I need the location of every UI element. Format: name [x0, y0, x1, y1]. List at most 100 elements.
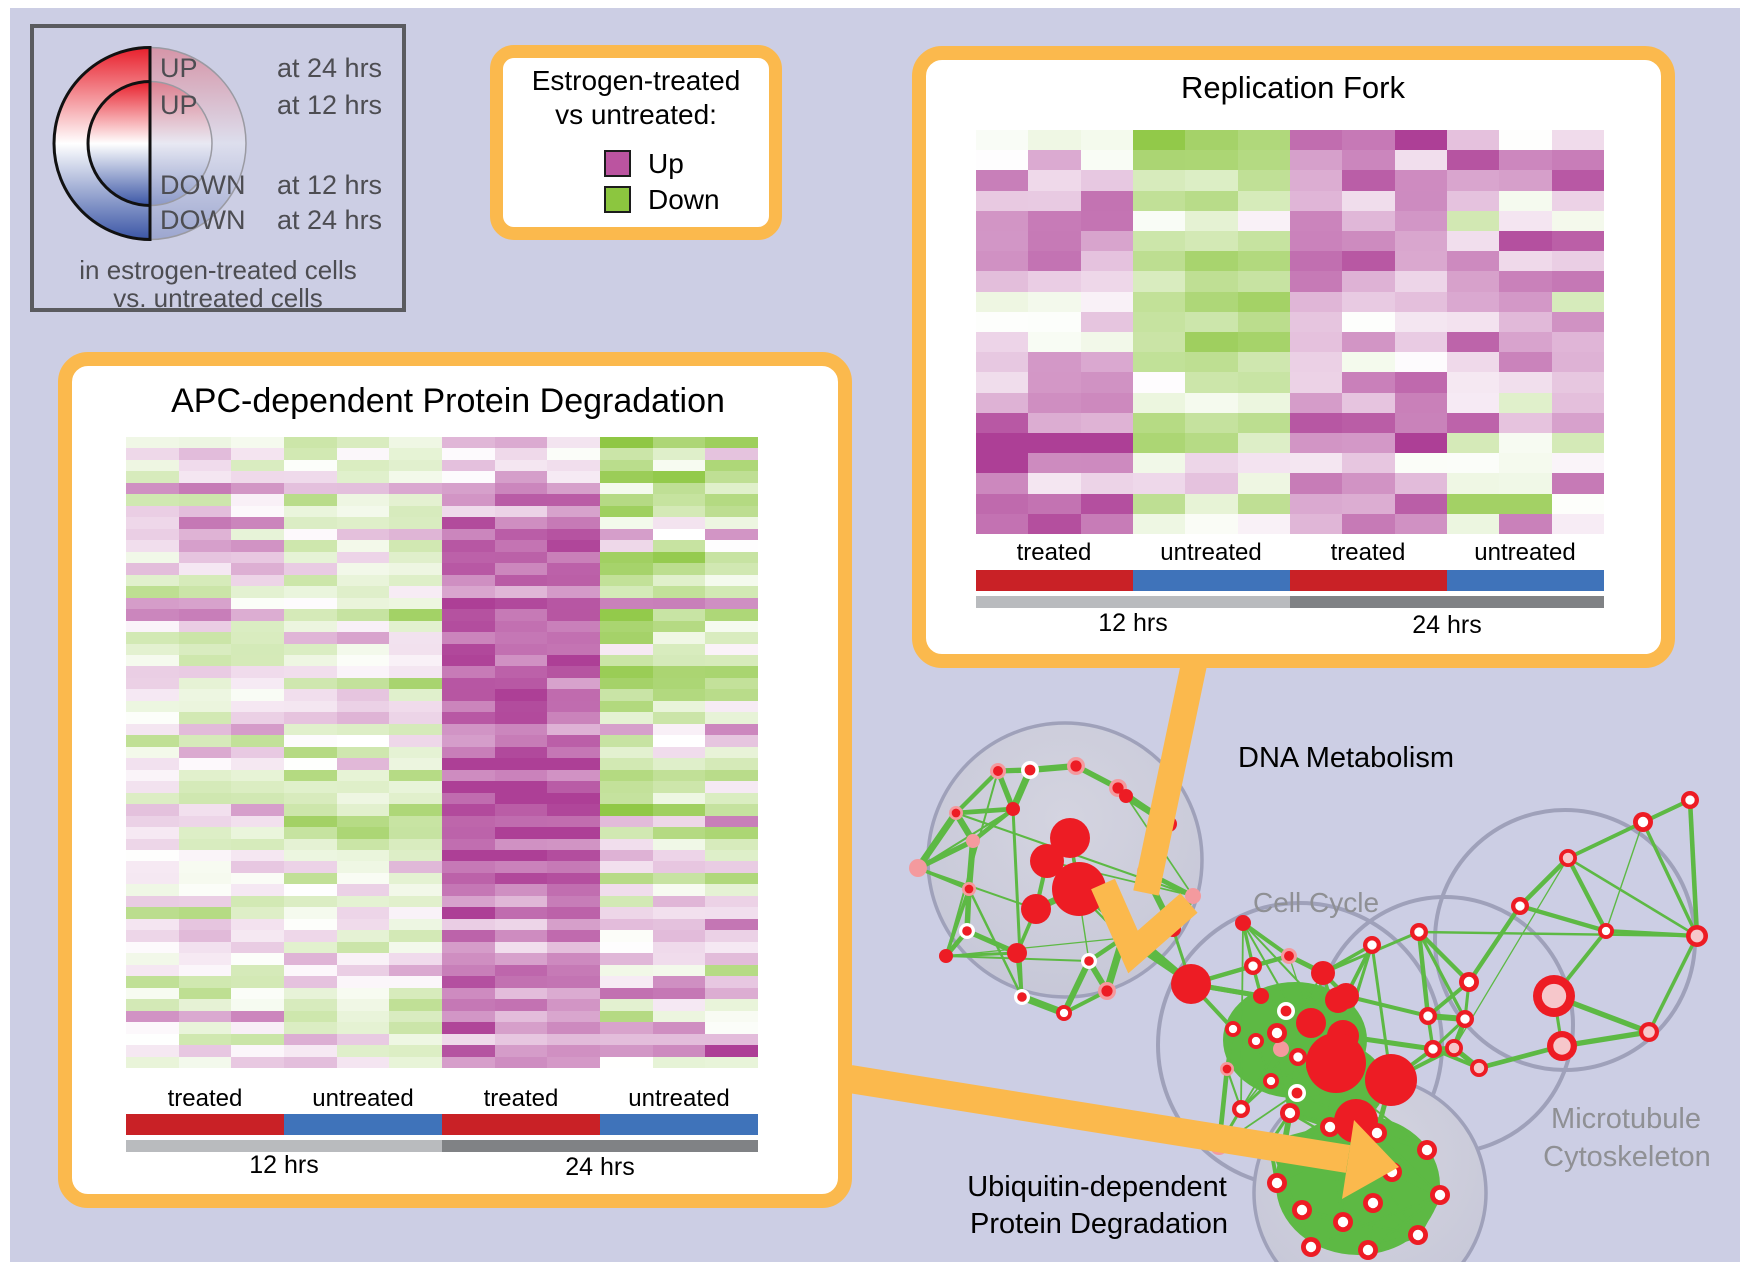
network-bridge-edge: [945, 951, 1018, 958]
heatmap-cell: [389, 872, 442, 885]
heatmap-cell: [547, 459, 600, 472]
heatmap-cell: [442, 620, 495, 633]
heatmap-cell: [1080, 372, 1133, 393]
network-node: [909, 859, 927, 877]
heatmap-cell: [336, 666, 390, 678]
heatmap-cell: [1185, 372, 1238, 393]
heatmap-cell: [600, 540, 653, 552]
heatmap-cell: [494, 746, 548, 759]
heatmap-cell: [600, 815, 653, 828]
network-edge: [1641, 821, 1699, 937]
heatmap-cell: [231, 689, 284, 701]
heatmap-cell: [494, 930, 548, 942]
replication-fork-title: Replication Fork: [1181, 70, 1405, 105]
heatmap-cell: [600, 1010, 653, 1023]
heatmap-cell: [284, 918, 337, 931]
heatmap-cell: [705, 953, 758, 965]
heatmap-cell: [442, 517, 495, 529]
heatmap-cell: [336, 815, 390, 828]
heatmap-cell: [494, 1056, 548, 1068]
heatmap-cell: [652, 735, 706, 747]
heatmap-cell: [231, 700, 284, 713]
network-node: [1365, 1054, 1417, 1106]
heatmap-cell: [547, 609, 600, 621]
heatmap-cell: [1289, 412, 1343, 433]
heatmap-cell: [126, 632, 179, 644]
heatmap-cell: [705, 769, 758, 782]
heatmap-cell: [389, 792, 442, 805]
heatmap-cell: [178, 976, 232, 988]
heatmap-cell: [178, 964, 232, 977]
heatmap-cell: [126, 941, 179, 954]
heatmap-cell: [976, 251, 1029, 272]
network-node: [1428, 1044, 1438, 1054]
heatmap-cell: [336, 528, 390, 541]
heatmap-cell: [1237, 170, 1290, 191]
heatmap-cell: [600, 895, 653, 908]
heatmap-cell: [126, 494, 179, 506]
heatmap-cell: [178, 815, 232, 828]
heatmap-cell: [284, 735, 337, 747]
heatmap-cell: [1289, 170, 1343, 191]
heatmap-cell: [494, 872, 548, 885]
heatmap-cell: [389, 632, 442, 644]
heatmap-cell: [126, 471, 179, 483]
heatmap-cell: [389, 1056, 442, 1068]
ubiquitin-label-line1: Ubiquitin-dependent: [967, 1171, 1227, 1203]
heatmap-cell: [1446, 311, 1500, 332]
heatmap-cell: [705, 850, 758, 862]
heatmap-cell: [178, 437, 232, 449]
heatmap-cell: [126, 459, 179, 472]
color-key-title-line2: vs untreated:: [555, 99, 717, 130]
rf-untreated-bar-24h: [1447, 570, 1604, 591]
heatmap-cell: [178, 1033, 232, 1046]
ring-row3-time: at 24 hrs: [277, 205, 383, 235]
heatmap-cell: [442, 471, 495, 483]
heatmap-cell: [284, 689, 337, 701]
heatmap-cell: [705, 895, 758, 908]
heatmap-cell: [1080, 311, 1133, 332]
heatmap-cell: [178, 482, 232, 495]
heatmap-cell: [1499, 130, 1552, 151]
heatmap-cell: [1342, 291, 1395, 312]
heatmap-cell: [231, 838, 284, 851]
heatmap-cell: [1185, 291, 1238, 312]
heatmap-cell: [178, 953, 232, 965]
heatmap-cell: [284, 999, 337, 1011]
heatmap-cell: [284, 804, 337, 816]
heatmap-cell: [547, 941, 600, 954]
heatmap-cell: [284, 792, 337, 805]
heatmap-cell: [178, 884, 232, 896]
ring-row1-dir: UP: [160, 90, 198, 120]
heatmap-cell: [284, 758, 337, 770]
heatmap-cell: [652, 540, 706, 552]
heatmap-cell: [494, 609, 548, 621]
heatmap-cell: [1080, 473, 1133, 494]
heatmap-cell: [126, 964, 179, 977]
heatmap-cell: [600, 551, 653, 564]
heatmap-cell: [231, 540, 284, 552]
heatmap-cell: [1394, 170, 1447, 191]
heatmap-cell: [1551, 332, 1604, 353]
apc-group-label-3: untreated: [628, 1085, 730, 1112]
heatmap-cell: [652, 987, 706, 1000]
heatmap-cell: [652, 632, 706, 644]
network-node: [1541, 983, 1567, 1009]
network-node: [1334, 1099, 1378, 1143]
heatmap-cell: [1342, 130, 1395, 151]
heatmap-cell: [1132, 210, 1186, 231]
heatmap-cell: [705, 758, 758, 770]
heatmap-cell: [1394, 453, 1447, 474]
heatmap-cell: [976, 332, 1029, 353]
heatmap-cell: [442, 700, 495, 713]
heatmap-cell: [284, 632, 337, 644]
heatmap-cell: [600, 586, 653, 598]
heatmap-cell: [652, 792, 706, 805]
heatmap-cell: [1185, 150, 1238, 171]
heatmap-cell: [284, 907, 337, 919]
network-edge: [1240, 1022, 1312, 1110]
heatmap-cell: [494, 574, 548, 587]
heatmap-cell: [652, 563, 706, 575]
heatmap-cell: [705, 632, 758, 644]
heatmap-cell: [600, 907, 653, 919]
